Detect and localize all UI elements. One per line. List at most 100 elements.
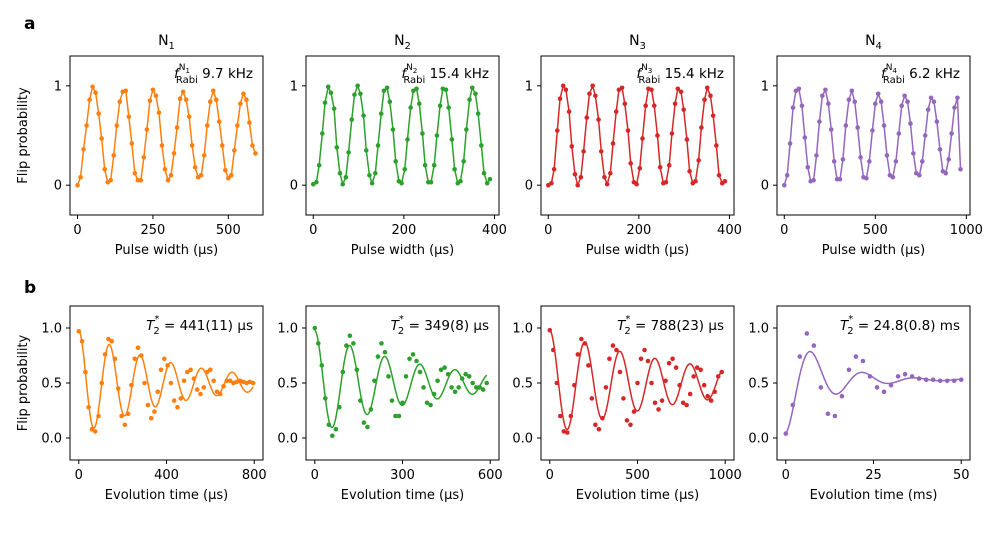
column-title: N4	[865, 33, 882, 52]
y-tick-label: 0	[525, 179, 533, 194]
data-point	[365, 424, 370, 430]
data-point	[363, 148, 369, 153]
data-point	[204, 123, 210, 128]
fit-line	[314, 329, 488, 429]
x-tick-label: 400	[717, 223, 742, 238]
data-point	[589, 396, 595, 401]
data-point	[944, 378, 950, 384]
data-point	[431, 391, 437, 397]
data-point	[198, 172, 204, 178]
annotation: fN4 Rabi 6.2 kHz	[881, 63, 960, 86]
data-point	[569, 144, 575, 149]
data-point	[186, 114, 192, 119]
data-point	[860, 358, 866, 364]
data-point	[92, 429, 98, 434]
y-tick-label: 1	[525, 79, 533, 94]
data-point	[459, 376, 465, 381]
data-point	[578, 174, 584, 180]
column-title: N3	[629, 33, 646, 52]
data-point	[153, 93, 159, 99]
data-point	[219, 143, 225, 148]
data-point	[781, 182, 787, 188]
data-point	[405, 137, 410, 142]
data-point	[925, 107, 931, 112]
x-tick-label: 0	[309, 223, 317, 238]
y-tick-label: 1.0	[41, 322, 62, 337]
data-point	[875, 91, 881, 97]
data-point	[896, 131, 902, 136]
data-point	[188, 367, 193, 373]
data-point	[864, 175, 869, 181]
data-point	[142, 380, 147, 386]
data-point	[375, 354, 381, 359]
data-point	[144, 127, 150, 132]
data-point	[467, 97, 472, 103]
data-point	[575, 352, 581, 357]
fit-line	[549, 329, 723, 431]
data-point	[867, 159, 872, 164]
data-point	[158, 367, 164, 373]
x-tick-label: 500	[863, 223, 888, 238]
data-point	[325, 84, 331, 90]
data-point	[610, 141, 616, 146]
y-tick-label: 0.0	[512, 432, 533, 447]
x-axis-label: Pulse width (μs)	[822, 243, 926, 258]
data-point	[638, 356, 644, 362]
data-point	[354, 367, 360, 373]
data-point	[619, 85, 625, 91]
data-point	[102, 352, 108, 357]
x-axis-label: Evolution time (μs)	[576, 488, 699, 503]
data-point	[99, 380, 105, 386]
data-point	[368, 407, 374, 412]
data-point	[934, 119, 940, 124]
data-point	[320, 131, 325, 136]
data-point	[655, 133, 660, 138]
data-point	[652, 400, 658, 406]
y-tick-label: 0.0	[41, 432, 62, 447]
data-point	[475, 111, 481, 116]
data-point	[696, 158, 701, 163]
data-point	[96, 111, 101, 116]
data-point	[438, 367, 444, 373]
data-point	[189, 143, 195, 148]
data-point	[554, 380, 560, 386]
data-point	[787, 141, 793, 146]
data-point	[192, 165, 198, 170]
data-point	[657, 165, 663, 170]
data-point	[568, 413, 574, 419]
data-point	[155, 389, 161, 395]
data-point	[114, 123, 120, 128]
x-tick-label: 0	[782, 468, 790, 483]
axes-frame	[540, 55, 735, 216]
data-point	[201, 385, 207, 390]
data-point	[408, 105, 413, 110]
data-point	[178, 396, 184, 401]
data-point	[843, 123, 849, 128]
data-point	[634, 181, 639, 187]
data-point	[428, 179, 434, 185]
data-point	[566, 109, 572, 114]
data-point	[805, 165, 811, 170]
data-point	[481, 170, 487, 176]
data-point	[217, 391, 223, 397]
data-point	[678, 89, 684, 95]
data-point	[407, 356, 412, 362]
data-point	[443, 87, 449, 93]
data-point	[600, 415, 605, 421]
data-point	[582, 341, 588, 346]
data-point	[375, 143, 381, 148]
data-point	[669, 131, 675, 136]
data-point	[837, 176, 843, 182]
y-tick-label: 1	[54, 79, 62, 94]
data-point	[649, 87, 654, 93]
data-point	[424, 400, 430, 406]
data-point	[825, 411, 831, 417]
data-point	[473, 91, 478, 97]
data-point	[663, 179, 669, 185]
data-point	[565, 430, 570, 435]
data-point	[628, 422, 633, 428]
y-tick-label: 1.0	[748, 322, 769, 337]
data-point	[343, 174, 349, 180]
data-point	[322, 100, 328, 106]
